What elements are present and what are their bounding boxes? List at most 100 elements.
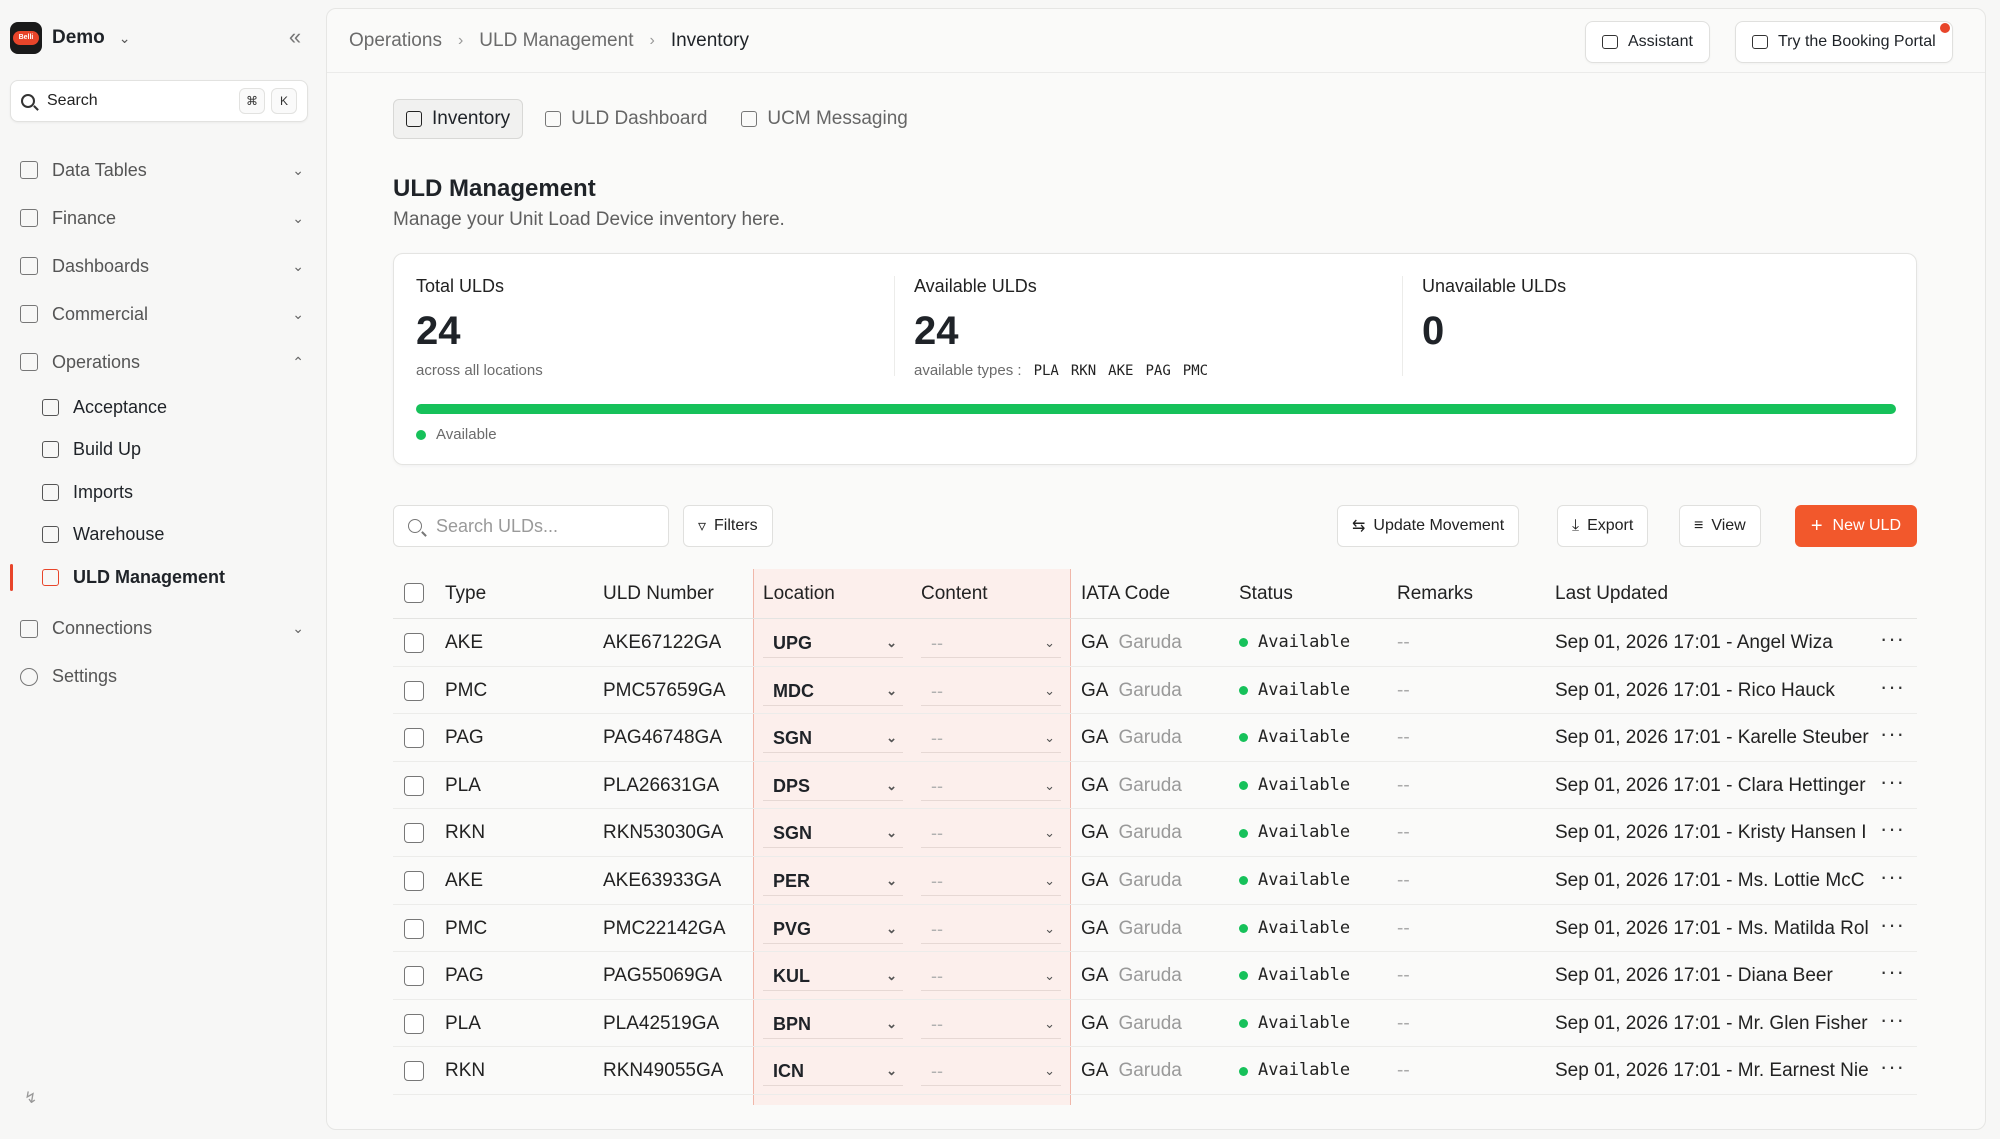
more-actions-icon[interactable]: ···: [1880, 863, 1905, 889]
chevron-down-icon: ⌄: [1044, 825, 1055, 841]
update-movement-button[interactable]: ⇆ Update Movement: [1337, 505, 1520, 547]
filters-button[interactable]: ▿ Filters: [683, 505, 773, 547]
more-actions-icon[interactable]: ···: [1880, 768, 1905, 794]
tab-ucm-messaging[interactable]: UCM Messaging: [729, 99, 919, 139]
more-actions-icon[interactable]: ···: [1880, 673, 1905, 699]
cell-remarks: --: [1397, 632, 1410, 653]
more-actions-icon[interactable]: ···: [1880, 1054, 1905, 1080]
collapse-sidebar-icon[interactable]: «: [288, 24, 302, 49]
sidebar-item-data-tables[interactable]: Data Tables ⌄: [10, 146, 316, 194]
sidebar-item-warehouse[interactable]: Warehouse: [42, 514, 316, 557]
location-select[interactable]: BPN ⌄: [763, 1009, 903, 1039]
new-uld-button[interactable]: + New ULD: [1794, 505, 1917, 547]
column-header-type[interactable]: Type: [445, 583, 487, 604]
more-actions-icon[interactable]: ···: [1880, 816, 1905, 842]
arrows-icon: ⇆: [1352, 518, 1366, 535]
search-input[interactable]: Search ULDs...: [393, 505, 669, 547]
content-select[interactable]: -- ⌄: [921, 676, 1061, 706]
content-select[interactable]: -- ⌄: [921, 1009, 1061, 1039]
row-checkbox[interactable]: [404, 728, 424, 749]
content-select[interactable]: -- ⌄: [921, 961, 1061, 992]
column-header-iata-code[interactable]: IATA Code: [1081, 583, 1171, 604]
table-row[interactable]: PLA PLA26631GA DPS ⌄ -- ⌄ GA Garuda Available -- S…: [393, 762, 1917, 810]
location-select[interactable]: PER ⌄: [763, 866, 903, 896]
table-row[interactable]: RKN RKN49055GA ICN ⌄ -- ⌄ GA Garuda Available -- S…: [393, 1047, 1917, 1095]
table-row[interactable]: PAG PAG55069GA KUL ⌄ -- ⌄ GA Garuda Available -- S…: [393, 952, 1917, 1000]
tab-uld-dashboard[interactable]: ULD Dashboard: [533, 99, 719, 139]
more-actions-icon[interactable]: ···: [1880, 911, 1905, 937]
column-header-uld-number[interactable]: ULD Number: [603, 583, 714, 604]
column-header-last-updated[interactable]: Last Updated: [1555, 583, 1669, 604]
more-actions-icon[interactable]: ···: [1880, 626, 1905, 651]
status-dot: [1239, 733, 1248, 743]
tab-inventory[interactable]: Inventory: [393, 99, 524, 139]
row-checkbox[interactable]: [404, 918, 424, 939]
table-row[interactable]: PLA PLA42519GA BPN ⌄ -- ⌄ GA Garuda Available -- S…: [393, 1000, 1917, 1048]
column-header-remarks[interactable]: Remarks: [1397, 583, 1474, 604]
sidebar-item-imports[interactable]: Imports: [42, 471, 316, 514]
content-select[interactable]: -- ⌄: [921, 914, 1061, 944]
content-select[interactable]: -- ⌄: [921, 818, 1061, 849]
assistant-button[interactable]: Assistant: [1585, 21, 1710, 63]
column-header-status[interactable]: Status: [1239, 583, 1293, 604]
booking-portal-button[interactable]: Try the Booking Portal: [1735, 21, 1953, 63]
content-select[interactable]: -- ⌄: [921, 771, 1061, 801]
sidebar-item-build-up[interactable]: Build Up: [42, 429, 316, 472]
row-checkbox[interactable]: [404, 680, 424, 701]
sidebar-item-connections[interactable]: Connections ⌄: [10, 605, 316, 653]
more-actions-icon[interactable]: ···: [1880, 721, 1905, 747]
more-actions-icon[interactable]: ···: [1880, 959, 1905, 985]
workspace-name: Demo: [52, 27, 105, 48]
breadcrumb-uld-management[interactable]: ULD Management: [479, 30, 634, 51]
table-row[interactable]: AKE AKE63933GA PER ⌄ -- ⌄ GA Garuda Available -- S…: [393, 857, 1917, 905]
row-checkbox[interactable]: [404, 775, 424, 796]
sidebar-item-settings[interactable]: Settings: [10, 653, 316, 701]
airline-name: Garuda: [1118, 917, 1182, 939]
export-button[interactable]: ⤓ Export: [1557, 505, 1649, 547]
row-checkbox[interactable]: [404, 870, 424, 891]
location-select[interactable]: SGN ⌄: [763, 723, 903, 754]
row-checkbox[interactable]: [404, 1013, 424, 1034]
location-select[interactable]: MDC ⌄: [763, 676, 903, 706]
sidebar-item-uld-management[interactable]: ULD Management: [10, 556, 316, 599]
location-select[interactable]: DPS ⌄: [763, 771, 903, 801]
content-select[interactable]: -- ⌄: [921, 866, 1061, 896]
table-row[interactable]: PAG PAG46748GA SGN ⌄ -- ⌄ GA Garuda Available -- S…: [393, 714, 1917, 762]
sidebar-item-acceptance[interactable]: Acceptance: [42, 386, 316, 429]
location-select[interactable]: UPG ⌄: [763, 628, 903, 658]
search-button[interactable]: Search ⌘ K: [10, 80, 308, 122]
table-row[interactable]: AKE AKE67122GA UPG ⌄ -- ⌄ GA Garuda Available -- S…: [393, 619, 1917, 667]
row-checkbox[interactable]: [404, 823, 424, 844]
column-header-location[interactable]: Location: [763, 583, 835, 604]
location-select[interactable]: KUL ⌄: [763, 961, 903, 992]
row-checkbox[interactable]: [404, 966, 424, 987]
content-select[interactable]: -- ⌄: [921, 628, 1061, 658]
content-value: --: [931, 1061, 943, 1082]
table-row[interactable]: RKN RKN53030GA SGN ⌄ -- ⌄ GA Garuda Available -- S…: [393, 809, 1917, 857]
content-select[interactable]: -- ⌄: [921, 1056, 1061, 1087]
bolt-icon[interactable]: ↯: [24, 1090, 38, 1107]
column-header-content[interactable]: Content: [921, 583, 988, 604]
location-select[interactable]: PVG ⌄: [763, 914, 903, 944]
row-checkbox[interactable]: [404, 633, 424, 653]
view-button[interactable]: ≡ View: [1679, 505, 1761, 547]
select-all-checkbox[interactable]: [404, 583, 424, 603]
content-value: --: [931, 775, 943, 796]
sidebar-item-operations[interactable]: Operations ⌃: [10, 338, 316, 386]
legend-label: Available: [436, 426, 497, 443]
sidebar-item-finance[interactable]: Finance ⌄: [10, 194, 316, 242]
breadcrumb-operations[interactable]: Operations: [349, 30, 442, 51]
bot-icon: [1602, 35, 1618, 49]
row-checkbox[interactable]: [404, 1061, 424, 1082]
table-row[interactable]: PMC PMC57659GA MDC ⌄ -- ⌄ GA Garuda Available -- S…: [393, 667, 1917, 715]
workspace-switcher[interactable]: Belli Demo ⌄: [10, 20, 131, 56]
gear-icon: [20, 667, 38, 686]
sidebar-item-dashboards[interactable]: Dashboards ⌄: [10, 242, 316, 290]
sidebar-item-commercial[interactable]: Commercial ⌄: [10, 290, 316, 338]
location-select[interactable]: SGN ⌄: [763, 818, 903, 849]
content-select[interactable]: -- ⌄: [921, 723, 1061, 754]
more-actions-icon[interactable]: ···: [1880, 1006, 1905, 1032]
table-row[interactable]: PMC PMC22142GA PVG ⌄ -- ⌄ GA Garuda Available -- S…: [393, 905, 1917, 953]
location-select[interactable]: ICN ⌄: [763, 1056, 903, 1087]
cell-type: RKN: [445, 1060, 486, 1082]
